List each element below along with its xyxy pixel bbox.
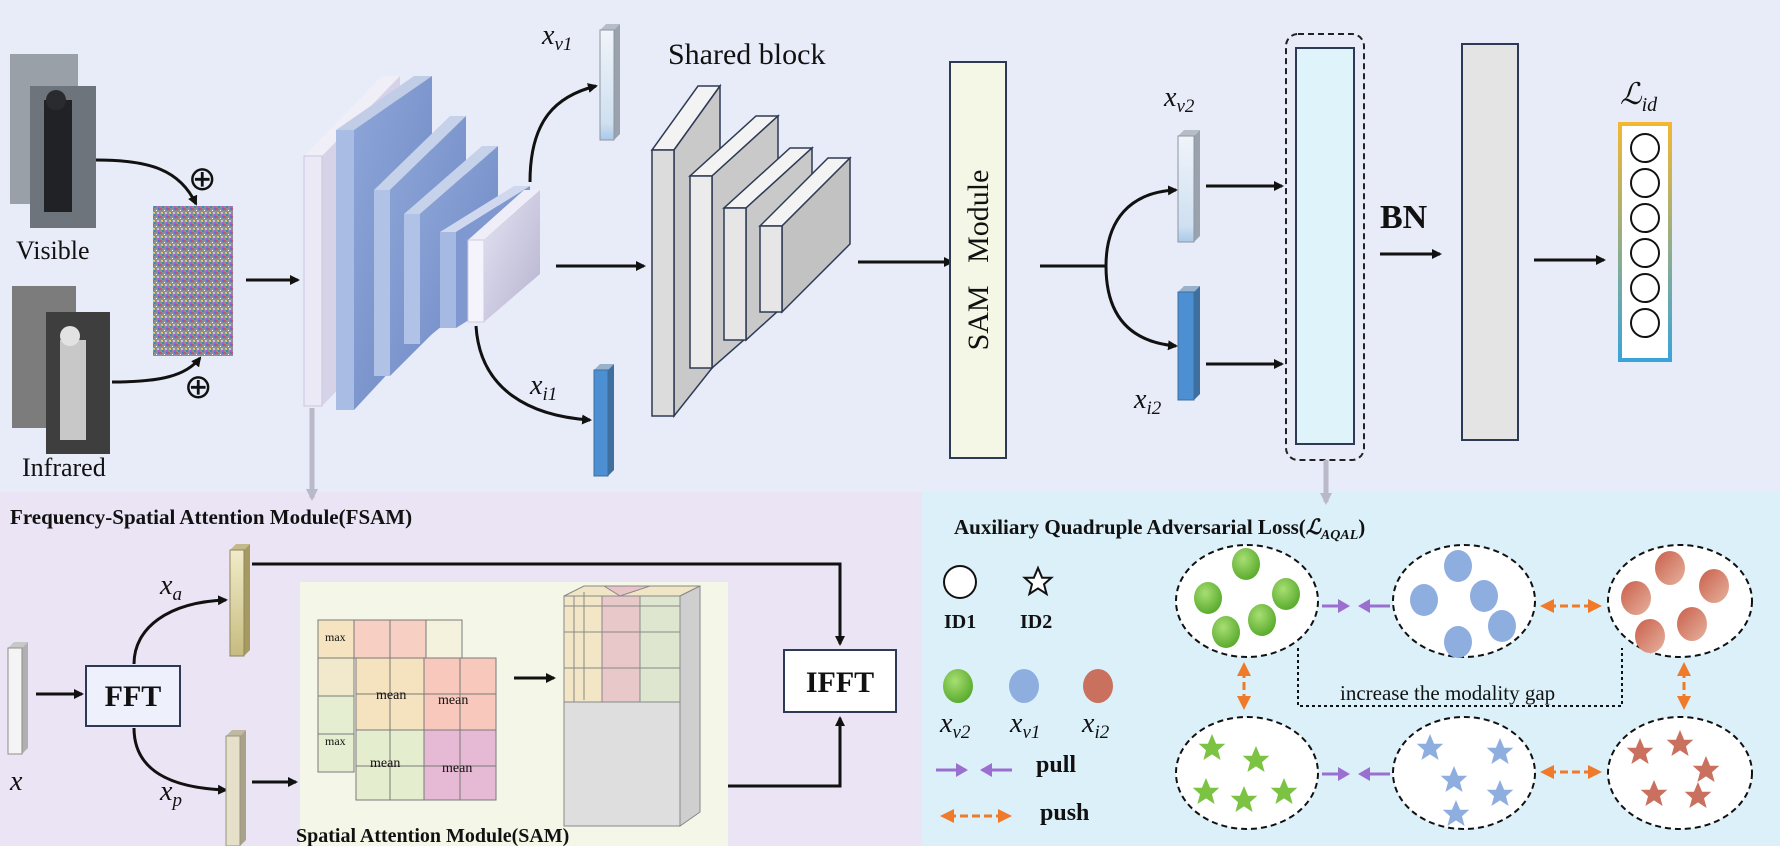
lid-label: ℒid bbox=[1620, 78, 1658, 116]
infrared-label: Infrared bbox=[22, 453, 106, 482]
mean-label-4: mean bbox=[442, 761, 472, 776]
oplus-visible: ⊕ bbox=[188, 161, 217, 198]
pooling-grid-back bbox=[317, 619, 463, 773]
infrared-image-stack bbox=[12, 286, 110, 454]
classifier-box bbox=[1618, 122, 1672, 362]
xv2-label: xv2 bbox=[1163, 82, 1195, 117]
ifft-label: IFFT bbox=[806, 666, 874, 699]
legend-pull-arrows-icon bbox=[936, 763, 1012, 777]
xi2-label: xi2 bbox=[1133, 384, 1162, 419]
max-label-top: max bbox=[325, 630, 346, 644]
feature-xi1 bbox=[593, 364, 614, 477]
legend-push-arrows-icon bbox=[940, 809, 1012, 823]
sam-module-box bbox=[949, 61, 1007, 459]
fft-label: FFT bbox=[105, 680, 162, 713]
legend-green-ball-icon bbox=[943, 669, 973, 703]
shared-block-label: Shared block bbox=[668, 38, 825, 71]
feature-xa bbox=[229, 544, 250, 657]
backbone-to-xi1-arrow bbox=[474, 325, 592, 425]
fsam-input-feature bbox=[7, 642, 28, 755]
infrared-to-noise-arrow bbox=[111, 356, 202, 384]
concat-feature-box bbox=[1295, 47, 1355, 445]
fsam-x-label: x bbox=[9, 766, 23, 797]
cluster-red-id2 bbox=[1607, 716, 1753, 830]
ifft-box bbox=[783, 649, 897, 713]
push-arrows bbox=[1237, 599, 1691, 779]
legend-xi2-label: xi2 bbox=[1081, 708, 1110, 743]
mean-label-1: mean bbox=[376, 688, 406, 703]
feature-xv2 bbox=[1177, 130, 1200, 243]
aqal-title: Auxiliary Quadruple Adversarial Loss(ℒAQ… bbox=[954, 515, 1365, 543]
fft-box bbox=[85, 665, 181, 727]
fft-to-xa-arrow bbox=[132, 595, 228, 665]
backbone-layers bbox=[303, 76, 540, 410]
mean-label-3: mean bbox=[370, 756, 400, 771]
backbone-to-xv1-arrow bbox=[528, 83, 598, 183]
visible-to-noise-arrow bbox=[95, 158, 198, 206]
modality-gap-connector bbox=[1297, 648, 1623, 707]
xv1-label: xv1 bbox=[541, 20, 572, 55]
feature-xi2 bbox=[1177, 286, 1200, 401]
legend-xv1-label: xv1 bbox=[1009, 708, 1040, 743]
legend-red-ball-icon bbox=[1083, 669, 1113, 703]
shared-block-layers bbox=[650, 83, 852, 419]
visible-label: Visible bbox=[16, 236, 90, 265]
sam-to-ifft-arrow bbox=[728, 716, 845, 788]
id1-label: ID1 bbox=[944, 611, 976, 633]
xa-label: xa bbox=[159, 570, 182, 605]
fft-to-xp-arrow bbox=[132, 727, 228, 795]
modality-gap-label: increase the modality gap bbox=[1340, 681, 1555, 705]
cluster-green-id2 bbox=[1175, 716, 1319, 830]
legend-xv2-label: xv2 bbox=[939, 708, 971, 743]
red-balls bbox=[1621, 551, 1729, 653]
cluster-green-id1 bbox=[1175, 544, 1319, 658]
pull-arrows-bottom bbox=[1322, 767, 1390, 781]
pull-arrows-top bbox=[1322, 599, 1390, 613]
split-to-xi2-arrow bbox=[1104, 265, 1178, 351]
blue-balls bbox=[1410, 550, 1516, 658]
legend-push-label: push bbox=[1040, 800, 1089, 826]
sam-detail-title: Spatial Attention Module(SAM) bbox=[296, 825, 569, 846]
legend-blue-ball-icon bbox=[1009, 669, 1039, 703]
fsam-title: Frequency-Spatial Attention Module(FSAM) bbox=[10, 505, 412, 529]
xa-to-ifft-arrow bbox=[252, 562, 845, 646]
attention-cube bbox=[563, 585, 701, 827]
oplus-infrared: ⊕ bbox=[184, 369, 213, 406]
split-to-xv2-arrow bbox=[1104, 185, 1178, 267]
feature-xv1 bbox=[599, 24, 620, 141]
legend-pull-label: pull bbox=[1036, 752, 1076, 778]
noise-augmented-image bbox=[153, 206, 233, 356]
feature-xp bbox=[225, 730, 246, 846]
green-balls bbox=[1194, 548, 1300, 648]
xp-label: xp bbox=[159, 776, 182, 811]
max-label-bottom: max bbox=[325, 734, 346, 748]
pooling-grid-front bbox=[355, 657, 497, 801]
mean-label-2: mean bbox=[438, 693, 468, 708]
xi1-label: xi1 bbox=[529, 370, 557, 405]
classifier-nodes bbox=[1630, 133, 1660, 338]
sam-module-label: SAM Module bbox=[962, 170, 995, 351]
id2-label: ID2 bbox=[1020, 611, 1052, 633]
bn-feature-box bbox=[1461, 43, 1519, 441]
id1-circle-icon bbox=[943, 565, 977, 599]
bn-label: BN bbox=[1380, 199, 1428, 236]
visible-image-stack bbox=[10, 54, 96, 228]
